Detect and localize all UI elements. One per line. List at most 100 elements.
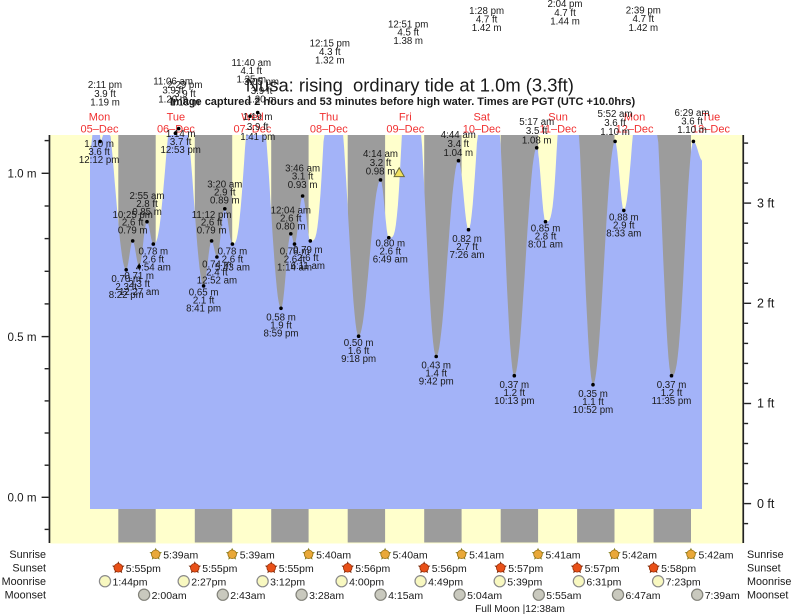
svg-text:3.5 ft: 3.5 ft [526, 126, 548, 137]
svg-text:2:55 am: 2:55 am [129, 191, 164, 202]
svg-text:Sun: Sun [548, 112, 568, 124]
svg-text:Mon: Mon [89, 112, 110, 124]
svg-text:0.80 m: 0.80 m [276, 221, 306, 232]
svg-text:0.43 m: 0.43 m [421, 361, 451, 372]
svg-text:5:57pm: 5:57pm [508, 563, 543, 575]
svg-text:1.10 m: 1.10 m [600, 127, 630, 138]
svg-text:5:43 am: 5:43 am [215, 262, 250, 273]
svg-text:10–Dec: 10–Dec [463, 123, 501, 135]
svg-text:1.2 ft: 1.2 ft [661, 388, 683, 399]
svg-text:3.6 ft: 3.6 ft [88, 147, 110, 158]
svg-text:0.58 m: 0.58 m [266, 313, 296, 324]
svg-text:1.14 m: 1.14 m [166, 129, 196, 140]
svg-text:0.85 m: 0.85 m [132, 207, 162, 218]
svg-text:2.6 ft: 2.6 ft [380, 246, 402, 257]
svg-text:2.6 ft: 2.6 ft [122, 218, 144, 229]
svg-text:2:11 pm: 2:11 pm [88, 80, 122, 91]
svg-text:3:20 am: 3:20 am [207, 180, 242, 191]
svg-text:11–Dec: 11–Dec [540, 123, 578, 135]
svg-text:2:04 pm: 2:04 pm [547, 0, 582, 10]
svg-text:Tue: Tue [167, 112, 186, 124]
svg-text:4:15am: 4:15am [388, 590, 423, 602]
svg-text:9:42 pm: 9:42 pm [419, 377, 454, 388]
svg-text:0.0 m: 0.0 m [8, 492, 37, 505]
svg-text:3.4 ft: 3.4 ft [448, 139, 470, 150]
svg-text:0.79 m: 0.79 m [293, 245, 323, 256]
svg-text:2.6 ft: 2.6 ft [297, 253, 319, 264]
svg-text:1:14 am: 1:14 am [277, 262, 312, 273]
svg-text:6:47am: 6:47am [626, 590, 661, 602]
svg-text:2.6 ft: 2.6 ft [280, 213, 302, 224]
svg-text:9:18 pm: 9:18 pm [341, 354, 376, 365]
svg-text:4:14 am: 4:14 am [363, 149, 398, 160]
svg-text:0.71 m: 0.71 m [124, 271, 154, 282]
svg-text:1.38 m: 1.38 m [393, 36, 423, 47]
svg-text:1.2 ft: 1.2 ft [504, 388, 526, 399]
svg-text:1.42 m: 1.42 m [472, 23, 502, 34]
svg-text:0.78 m: 0.78 m [218, 246, 248, 257]
svg-text:5:55pm: 5:55pm [126, 563, 161, 575]
svg-text:5:04am: 5:04am [467, 590, 502, 602]
svg-text:1:28 pm: 1:28 pm [469, 6, 504, 17]
svg-text:4.7 ft: 4.7 ft [476, 14, 498, 25]
svg-text:5:39am: 5:39am [163, 550, 198, 562]
svg-text:1.10 m: 1.10 m [84, 139, 114, 150]
svg-text:5:41am: 5:41am [469, 550, 504, 562]
svg-text:12:04 am: 12:04 am [271, 205, 311, 216]
svg-text:0.5 m: 0.5 m [8, 331, 37, 344]
svg-text:Sunset: Sunset [747, 563, 781, 575]
svg-text:Thu: Thu [319, 112, 338, 124]
svg-text:5:55pm: 5:55pm [279, 563, 314, 575]
svg-text:5:40am: 5:40am [316, 550, 351, 562]
svg-text:12:53 pm: 12:53 pm [160, 145, 200, 156]
svg-text:4.1 ft: 4.1 ft [241, 66, 263, 77]
svg-text:2:27pm: 2:27pm [191, 576, 226, 588]
svg-text:Moonrise: Moonrise [2, 576, 46, 588]
svg-text:4.3 ft: 4.3 ft [319, 47, 341, 58]
svg-text:5:56pm: 5:56pm [355, 563, 390, 575]
svg-text:0.78 m: 0.78 m [280, 246, 310, 257]
svg-text:4:54 am: 4:54 am [136, 262, 171, 273]
svg-text:1.0 m: 1.0 m [8, 168, 37, 181]
svg-text:4:49pm: 4:49pm [428, 576, 463, 588]
svg-text:11:35 pm: 11:35 pm [652, 396, 692, 407]
svg-text:2.3 ft: 2.3 ft [128, 279, 150, 290]
svg-text:0.98 m: 0.98 m [366, 166, 396, 177]
svg-text:5:55am: 5:55am [546, 590, 581, 602]
svg-text:2.3 ft: 2.3 ft [115, 282, 137, 293]
svg-text:1.18 m: 1.18 m [170, 98, 200, 109]
svg-text:12:15 pm: 12:15 pm [310, 39, 350, 50]
svg-text:3.6 ft: 3.6 ft [681, 116, 703, 127]
svg-text:0.88 m: 0.88 m [609, 213, 639, 224]
svg-text:Image captured 2 hours and 53: Image captured 2 hours and 53 minutes be… [170, 96, 636, 108]
svg-text:2.1 ft: 2.1 ft [193, 295, 215, 306]
svg-text:5:41am: 5:41am [546, 550, 581, 562]
svg-text:7:39am: 7:39am [705, 590, 740, 602]
svg-text:5:52 am: 5:52 am [597, 109, 632, 120]
svg-text:0.50 m: 0.50 m [344, 338, 374, 349]
svg-text:3:12pm: 3:12pm [270, 576, 305, 588]
svg-text:0.37 m: 0.37 m [499, 380, 529, 391]
svg-text:3.7 ft: 3.7 ft [170, 137, 192, 148]
svg-text:0.35 m: 0.35 m [578, 389, 608, 400]
svg-text:4:44 am: 4:44 am [441, 130, 476, 141]
svg-text:Moonset: Moonset [5, 590, 46, 602]
svg-text:0.78 m: 0.78 m [138, 246, 168, 257]
svg-text:11:06 am: 11:06 am [153, 76, 193, 87]
svg-text:13–Dec: 13–Dec [692, 123, 730, 135]
svg-text:2:43am: 2:43am [230, 590, 265, 602]
svg-text:2.6 ft: 2.6 ft [222, 254, 244, 265]
svg-text:4.7 ft: 4.7 ft [554, 8, 576, 19]
svg-text:0.89 m: 0.89 m [210, 195, 240, 206]
svg-text:11:12 pm: 11:12 pm [192, 210, 232, 221]
svg-text:12:52 am: 12:52 am [197, 275, 237, 286]
svg-text:2.4 ft: 2.4 ft [206, 267, 228, 278]
svg-text:08–Dec: 08–Dec [310, 123, 348, 135]
svg-text:3:05 pm: 3:05 pm [244, 77, 279, 88]
svg-text:5:39am: 5:39am [240, 550, 275, 562]
svg-text:6:31pm: 6:31pm [586, 576, 621, 588]
svg-text:5:39pm: 5:39pm [507, 576, 542, 588]
svg-text:8:59 pm: 8:59 pm [263, 329, 298, 340]
svg-text:3:46 am: 3:46 am [285, 163, 320, 174]
svg-text:2.9 ft: 2.9 ft [214, 187, 236, 198]
